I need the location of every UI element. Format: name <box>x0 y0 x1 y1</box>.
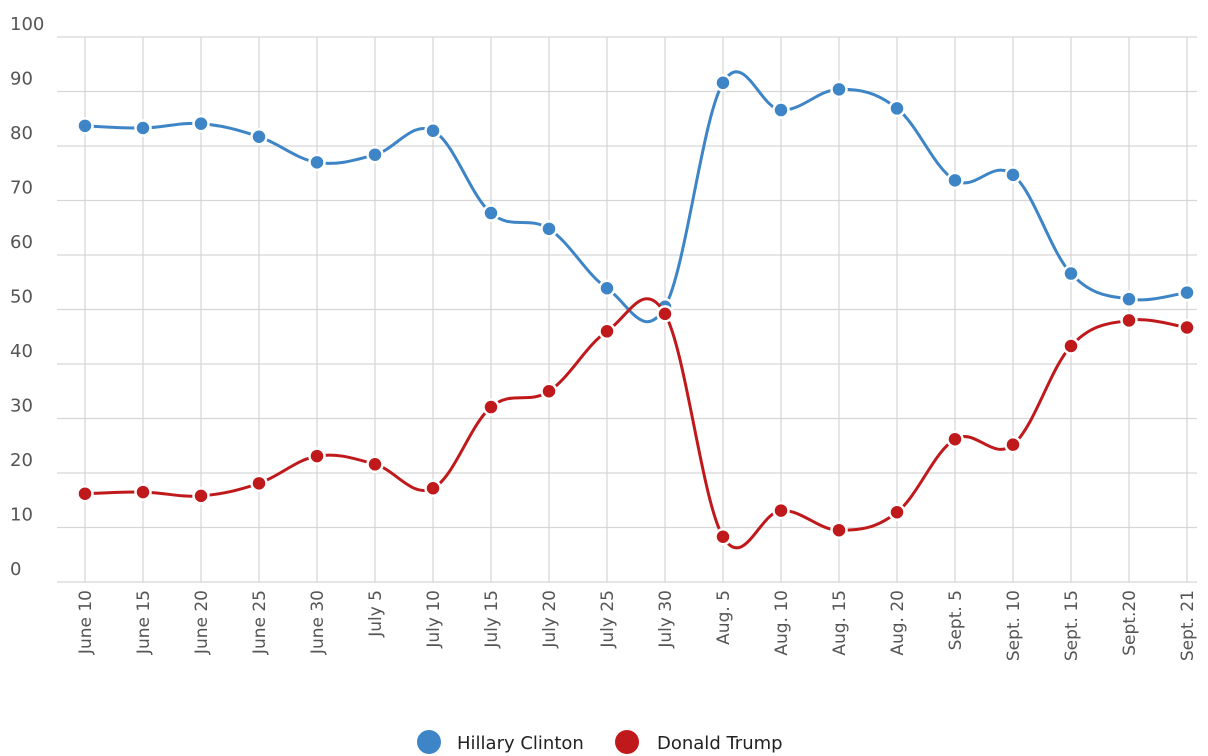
x-tick-label-7: July 15 <box>482 590 502 649</box>
data-point-0-12[interactable] <box>772 101 790 119</box>
data-point-1-15[interactable] <box>946 430 964 448</box>
data-point-1-6[interactable] <box>424 479 442 498</box>
legend-marker-1 <box>615 730 639 754</box>
data-point-1-16[interactable] <box>1004 435 1022 454</box>
data-point-1-14[interactable] <box>888 503 906 521</box>
data-point-0-9[interactable] <box>598 279 616 297</box>
data-point-1-9[interactable] <box>598 322 616 341</box>
x-tick-label-14: Aug. 20 <box>888 590 908 656</box>
data-point-0-1[interactable] <box>134 119 152 137</box>
data-point-1-8[interactable] <box>540 382 558 400</box>
x-tick-label-13: Aug. 15 <box>830 590 850 656</box>
data-point-1-5[interactable] <box>366 455 384 474</box>
data-point-1-0[interactable] <box>76 484 94 503</box>
data-point-0-4[interactable] <box>308 153 326 172</box>
data-point-1-19[interactable] <box>1178 318 1196 337</box>
x-tick-label-8: July 20 <box>540 590 560 649</box>
legend-label-0: Hillary Clinton <box>457 733 584 754</box>
x-tick-label-2: June 20 <box>192 590 212 655</box>
series-line-0 <box>84 70 1188 324</box>
data-point-1-12[interactable] <box>772 501 790 520</box>
data-point-0-7[interactable] <box>482 204 500 222</box>
y-tick-label-90: 90 <box>10 69 33 90</box>
y-tick-label-20: 20 <box>10 450 33 471</box>
data-point-0-3[interactable] <box>250 127 268 146</box>
y-tick-label-60: 60 <box>10 232 33 253</box>
data-point-1-1[interactable] <box>134 483 152 501</box>
x-tick-label-6: July 10 <box>424 590 444 649</box>
x-tick-label-12: Aug. 10 <box>772 590 792 656</box>
data-point-1-13[interactable] <box>830 521 848 539</box>
data-point-0-19[interactable] <box>1178 283 1196 302</box>
legend-label-1: Donald Trump <box>657 733 783 754</box>
x-tick-label-3: June 25 <box>250 590 270 655</box>
series-line-1 <box>84 297 1188 550</box>
data-point-1-11[interactable] <box>714 528 732 546</box>
data-point-1-17[interactable] <box>1062 337 1080 355</box>
legend: Hillary Clinton Donald Trump <box>417 730 783 754</box>
series-0 <box>76 70 1196 324</box>
data-point-1-2[interactable] <box>192 487 210 505</box>
data-point-0-0[interactable] <box>76 117 94 135</box>
x-tick-label-15: Sept. 5 <box>946 590 966 650</box>
x-tick-label-16: Sept. 10 <box>1004 590 1024 661</box>
legend-item-0[interactable]: Hillary Clinton <box>417 730 584 754</box>
data-point-0-15[interactable] <box>946 171 964 190</box>
legend-marker-0 <box>417 730 441 754</box>
y-tick-label-40: 40 <box>10 341 33 362</box>
legend-item-1[interactable]: Donald Trump <box>615 730 783 754</box>
y-tick-label-100: 100 <box>10 14 44 35</box>
data-point-0-17[interactable] <box>1062 264 1080 283</box>
data-point-0-13[interactable] <box>830 80 848 99</box>
data-point-0-5[interactable] <box>366 145 384 164</box>
y-tick-label-0: 0 <box>10 559 21 580</box>
data-point-0-8[interactable] <box>540 220 558 238</box>
data-point-1-7[interactable] <box>482 398 500 416</box>
data-point-0-18[interactable] <box>1120 290 1138 308</box>
x-tick-label-19: Sept. 21 <box>1178 590 1198 661</box>
data-point-0-11[interactable] <box>714 74 732 92</box>
y-tick-label-30: 30 <box>10 396 33 417</box>
data-point-1-10[interactable] <box>656 305 674 323</box>
x-tick-label-1: June 15 <box>134 590 154 655</box>
data-point-0-6[interactable] <box>424 121 442 140</box>
series-1 <box>76 297 1196 550</box>
y-tick-label-80: 80 <box>10 123 33 144</box>
data-point-1-4[interactable] <box>308 447 326 465</box>
x-tick-label-0: June 10 <box>76 590 96 655</box>
x-tick-label-11: Aug. 5 <box>714 590 734 645</box>
data-point-1-18[interactable] <box>1120 311 1138 330</box>
y-axis: 0 10 20 30 40 50 60 70 80 90 100 <box>10 14 44 580</box>
x-axis: June 10 June 15 June 20 June 25 June 30 July … <box>76 590 1198 661</box>
x-tick-label-18: Sept.20 <box>1120 590 1140 656</box>
y-tick-label-50: 50 <box>10 287 33 308</box>
y-tick-label-10: 10 <box>10 505 33 526</box>
x-tick-label-5: July 5 <box>366 590 386 638</box>
x-tick-label-9: July 25 <box>598 590 618 649</box>
x-tick-label-4: June 30 <box>308 590 328 655</box>
y-tick-label-70: 70 <box>10 178 33 199</box>
x-tick-label-10: July 30 <box>656 590 676 649</box>
data-point-0-2[interactable] <box>192 114 210 133</box>
data-point-1-3[interactable] <box>250 474 268 493</box>
x-tick-label-17: Sept. 15 <box>1062 590 1082 661</box>
series-layer <box>76 70 1196 550</box>
data-point-0-14[interactable] <box>888 99 906 118</box>
data-point-0-16[interactable] <box>1004 166 1022 184</box>
